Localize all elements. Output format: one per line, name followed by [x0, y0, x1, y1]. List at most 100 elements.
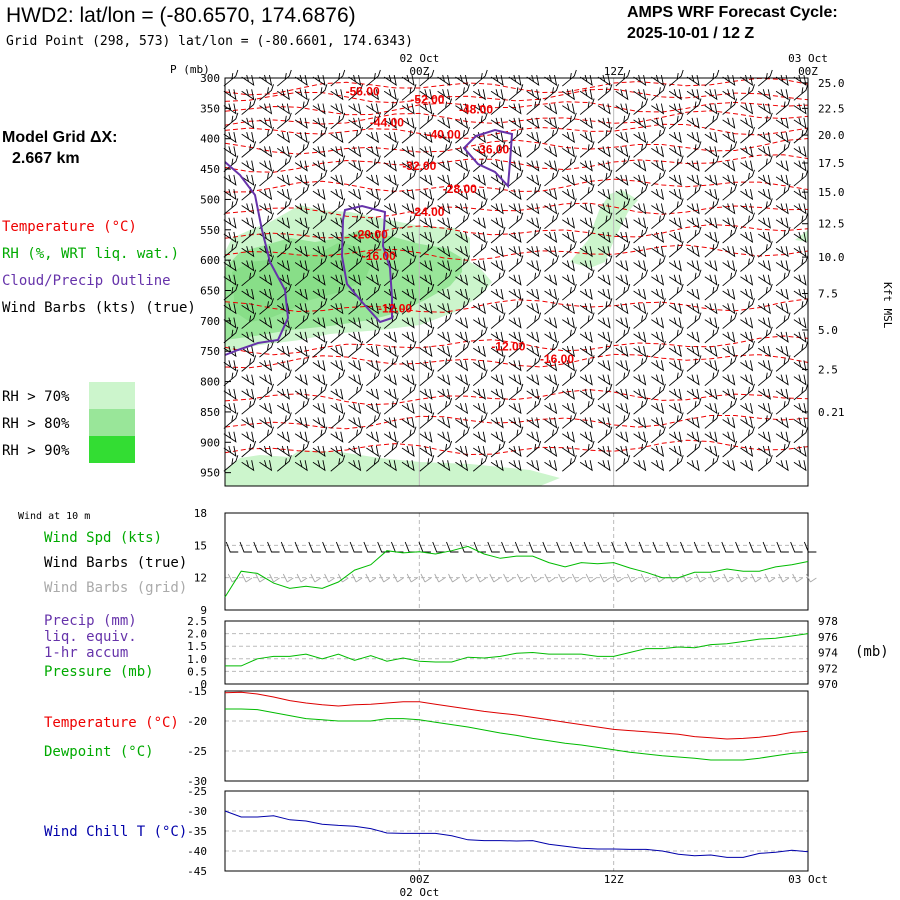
- wind-barb-grid: [296, 573, 308, 583]
- wind-barb: [562, 431, 575, 443]
- wind-barb: [740, 340, 755, 358]
- wind-barb: [259, 460, 273, 472]
- wind-barb: [401, 317, 415, 329]
- wind-barb-true: [294, 541, 308, 553]
- wind-barb: [348, 340, 363, 358]
- upper-wind-barbs: [223, 69, 809, 472]
- wind-barb: [348, 169, 363, 187]
- wind-barb: [651, 360, 665, 372]
- wind-barb: [775, 89, 789, 101]
- wind-barb: [544, 246, 558, 258]
- wind-barb: [668, 260, 682, 272]
- wind-barb: [668, 326, 684, 344]
- wind-barb: [562, 346, 575, 358]
- wind-barb: [686, 460, 700, 472]
- wind-barb: [526, 141, 542, 158]
- wind-barb: [259, 74, 273, 87]
- wind-barb: [473, 174, 486, 186]
- wind-barb: [455, 212, 470, 230]
- wind-barb-true: [253, 541, 266, 553]
- isotherm-label: -48.00: [459, 103, 493, 117]
- wind-barb: [455, 103, 469, 115]
- wind-barb: [579, 440, 595, 458]
- wind-barb: [259, 340, 274, 358]
- wind-barb: [401, 74, 415, 87]
- wind-barb: [473, 260, 486, 272]
- wind-barb: [562, 131, 575, 144]
- wind-barb: [793, 117, 807, 129]
- wind-barb: [330, 112, 346, 130]
- wind-barb: [223, 131, 237, 144]
- wind-barb: [401, 417, 415, 429]
- wind-barb: [366, 274, 380, 286]
- wind-barb: [704, 189, 718, 201]
- wind-barb: [579, 226, 595, 244]
- wind-barb: [775, 355, 791, 372]
- wind-barb: [277, 412, 292, 429]
- wind-barb: [668, 103, 682, 115]
- wind-barb: [473, 189, 486, 201]
- wind-barb-grid: [365, 573, 377, 583]
- wind-barb: [686, 417, 700, 429]
- wind-barb: [722, 431, 736, 443]
- wind-barb: [562, 360, 575, 372]
- wind-barb: [704, 231, 718, 243]
- wind-barb: [686, 226, 702, 244]
- wind-barb: [419, 231, 433, 243]
- legend-cloud: Cloud/Precip Outline: [2, 273, 171, 289]
- windchill-tick: -35: [187, 825, 207, 838]
- wind-barb: [508, 298, 524, 315]
- wind-barb: [740, 445, 754, 457]
- wind-barb: [758, 174, 771, 186]
- wind-barb-true: [803, 541, 817, 553]
- wind-barb: [544, 445, 558, 457]
- wind-barb: [437, 398, 453, 415]
- wind-barb: [508, 126, 524, 144]
- wind-barb: [615, 369, 631, 387]
- wind-barb: [312, 360, 326, 372]
- wind-barb: [722, 303, 736, 315]
- wind-barb: [686, 331, 700, 343]
- wind-barb: [704, 303, 718, 315]
- wind-barb: [668, 412, 684, 429]
- kft-tick-label: 20.0: [818, 129, 845, 142]
- wind-barb: [419, 412, 435, 429]
- wind-barb: [633, 355, 649, 372]
- wind-barb: [579, 89, 593, 101]
- wind-barb: [330, 369, 346, 387]
- wind-barb: [419, 89, 433, 101]
- wind-barb: [348, 189, 362, 201]
- wind-speed-tick: 15: [194, 539, 207, 552]
- wind-barb: [401, 274, 415, 286]
- wind-barb-true: [528, 541, 542, 553]
- wind-barb: [651, 117, 665, 129]
- wind-barb: [490, 303, 504, 315]
- wind-barb: [419, 174, 433, 186]
- wind-barb-grid: [255, 573, 267, 583]
- wind-barb: [686, 74, 700, 87]
- wind-barb-grid: [406, 573, 418, 583]
- wind-barb: [473, 445, 486, 457]
- wind-barb-grid: [530, 573, 542, 583]
- precip-tick: 0: [200, 678, 207, 691]
- wind-barb: [704, 103, 718, 115]
- wind-barb: [704, 283, 720, 301]
- pressure-tick-label: 800: [200, 376, 220, 389]
- wind-barb: [544, 189, 558, 201]
- wind-barb: [757, 412, 773, 429]
- wind-barb: [294, 431, 308, 443]
- wind-barb: [615, 103, 629, 115]
- windchill-tick: -40: [187, 845, 207, 858]
- wind-barb: [312, 460, 326, 472]
- wind-barb: [686, 98, 702, 115]
- wind-barb: [579, 460, 593, 472]
- wind-barbs-grid-label: Wind Barbs (grid): [44, 580, 187, 596]
- wind-barb: [758, 403, 771, 415]
- wind-barb: [704, 431, 718, 443]
- wind-barb: [704, 455, 720, 472]
- wind-barb: [401, 203, 415, 215]
- wind-barb: [758, 231, 771, 243]
- wind-barb: [740, 160, 754, 172]
- wind-barb: [633, 303, 647, 315]
- wind-barb: [597, 383, 613, 401]
